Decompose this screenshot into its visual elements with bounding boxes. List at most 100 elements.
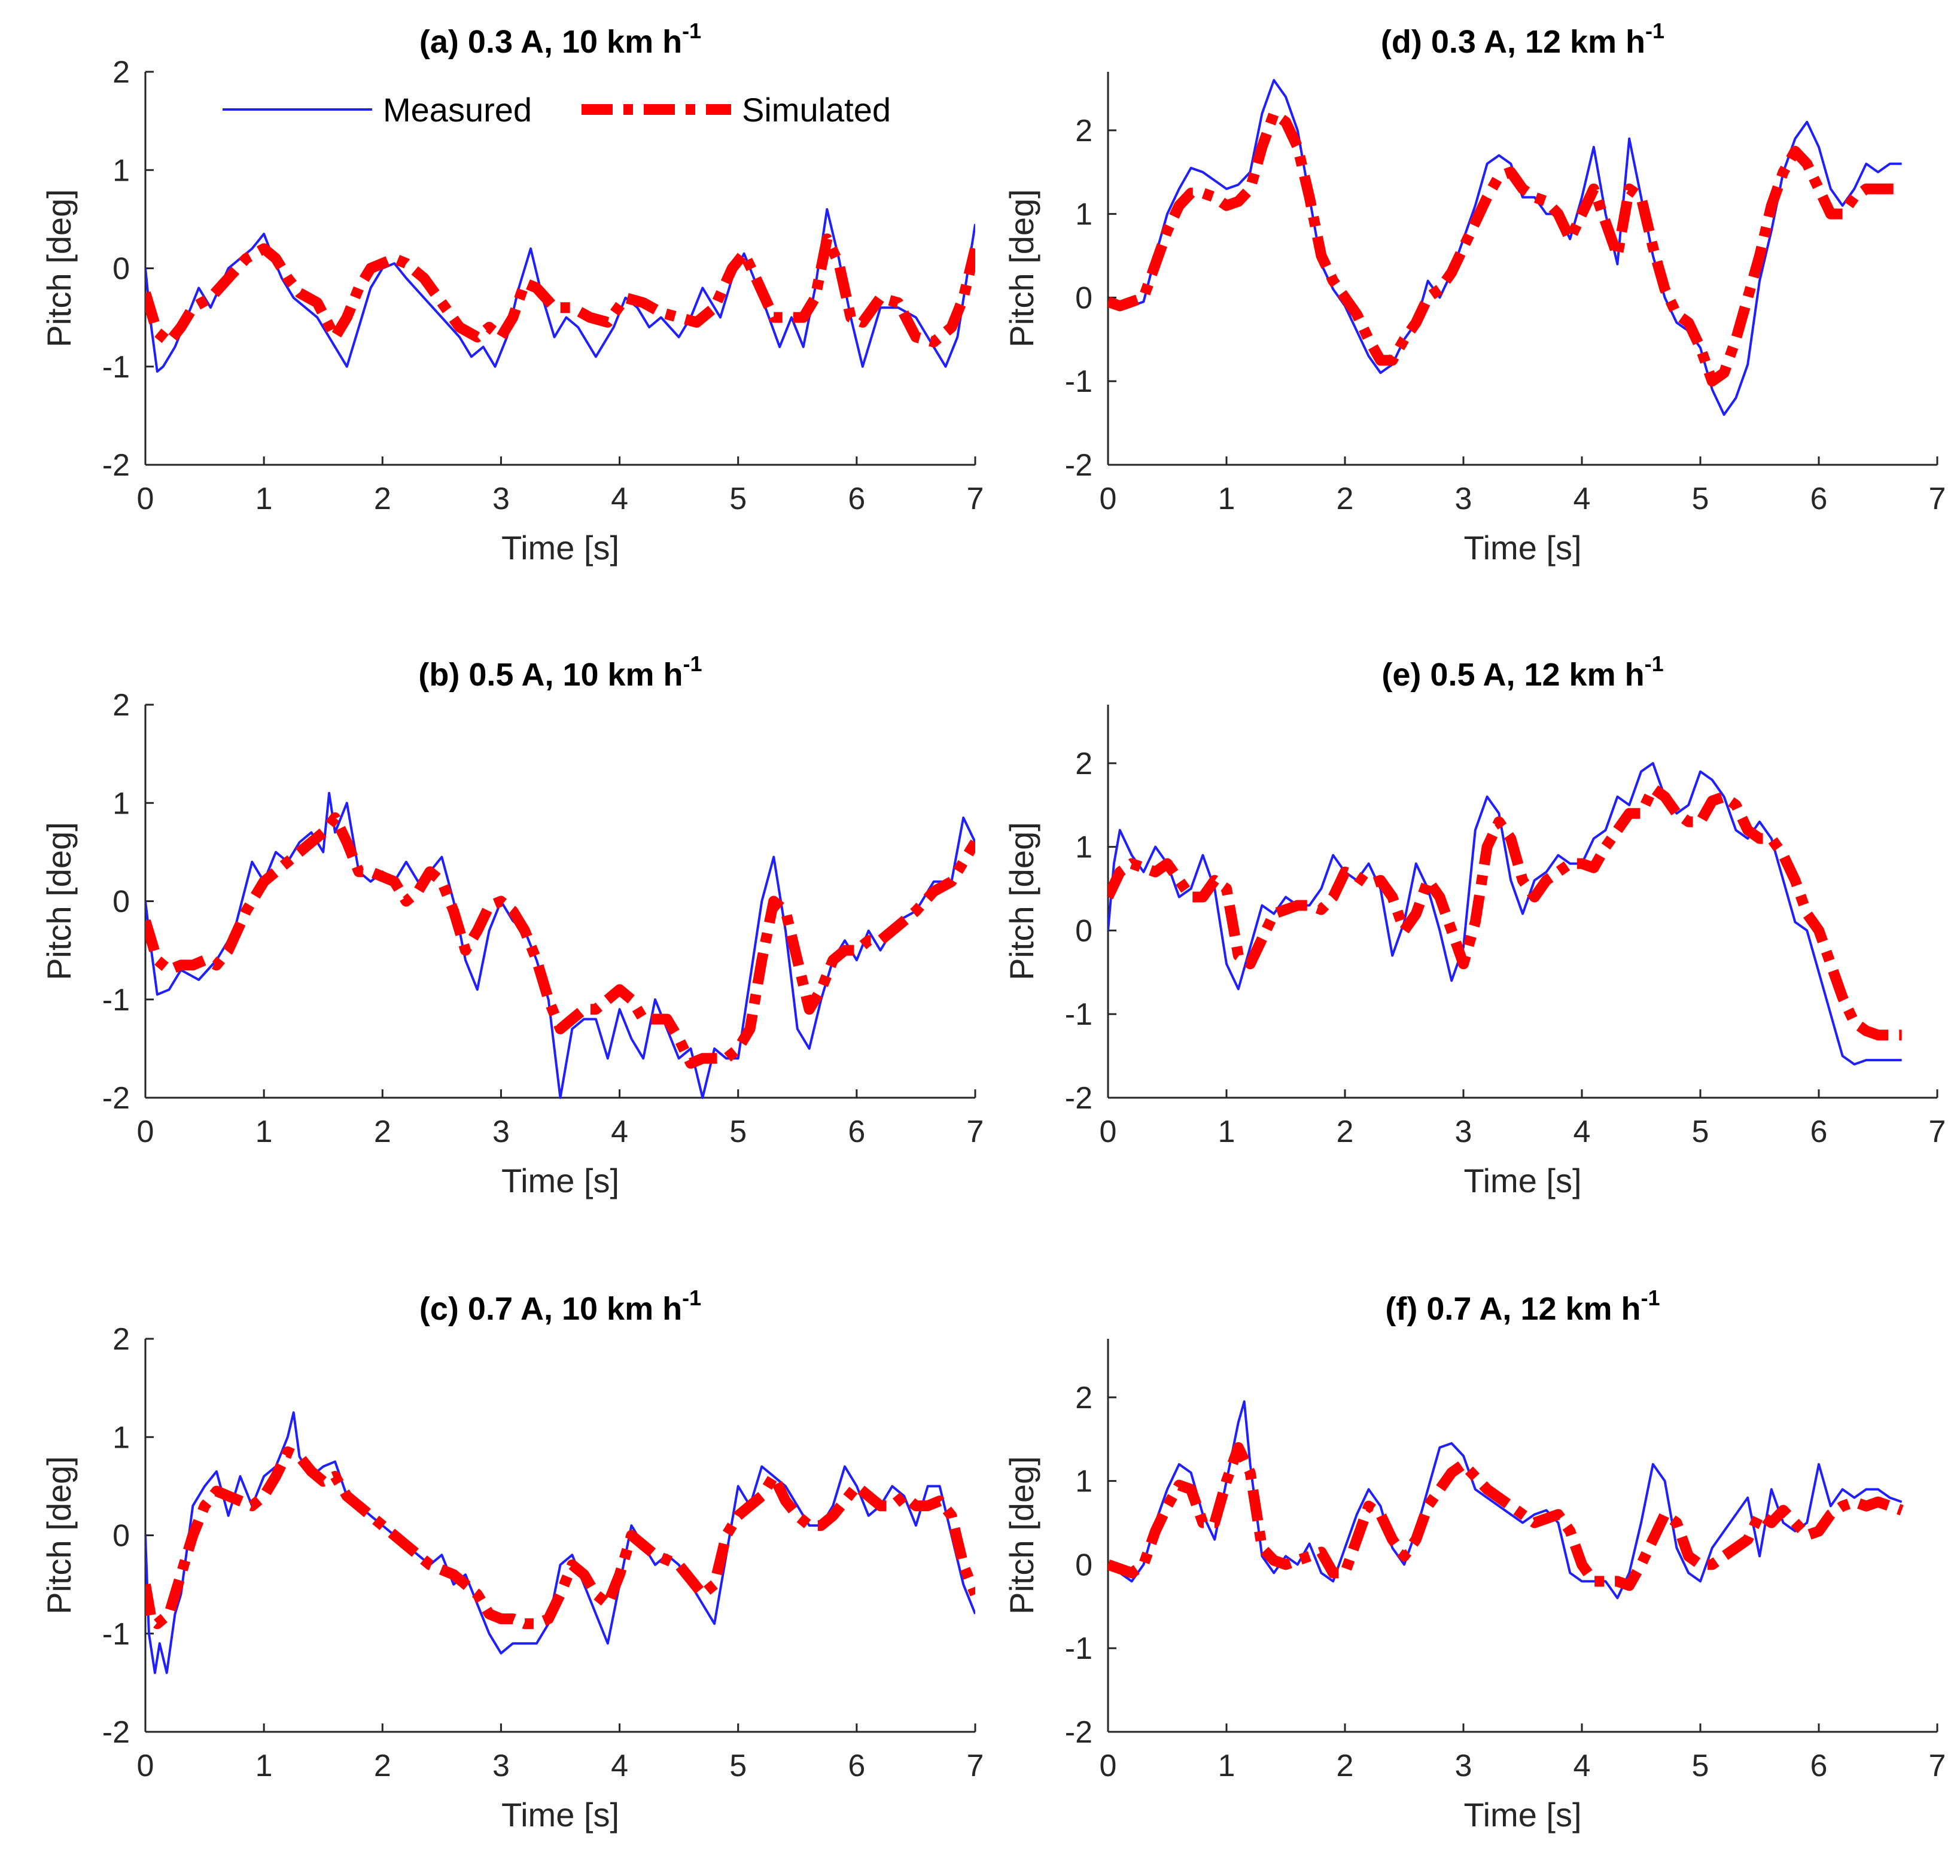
chart-title: (e) 0.5 A, 12 km h-1 [1381,651,1663,693]
chart-panel-e: 0 1 2 3 4 5 6 7 -2 -1 0 1 2 Time [s] Pitch [deg] (e) 0.… [1003,651,1946,1199]
y-tick-label: -2 [102,1715,130,1750]
y-tick-label: 2 [112,688,130,723]
chart-title-text: (d) 0.3 A, 12 km h [1381,24,1645,60]
x-tick-label: 5 [729,482,747,516]
chart-title-superscript: -1 [1645,651,1664,676]
chart-title: (c) 0.7 A, 10 km h-1 [419,1286,701,1327]
y-tick-label: -2 [1065,1715,1092,1750]
y-tick-label: -2 [1065,448,1092,483]
simulated-series-line [145,812,975,1069]
measured-series-line [1108,79,1902,416]
chart-title-superscript: -1 [683,651,702,676]
x-tick-label: 1 [255,482,273,516]
x-tick-label: 3 [492,1749,510,1783]
chart-title: (a) 0.3 A, 10 km h-1 [419,19,701,60]
x-tick-label: 7 [967,1749,984,1783]
y-tick-label: -1 [102,983,130,1018]
x-tick-label: 2 [1337,482,1354,516]
chart-title-superscript: -1 [1645,19,1664,43]
chart-panel-a: 0 1 2 3 4 5 6 7 -2 -1 0 1 2 Time [s] Pitch [deg] (a) 0.… [40,19,984,567]
y-axis-label: Pitch [deg] [40,189,78,348]
chart-title-text: (b) 0.5 A, 10 km h [418,657,683,693]
x-tick-label: 2 [374,1114,391,1149]
y-tick-label: -2 [102,448,130,483]
x-tick-label: 4 [611,482,628,516]
y-tick-label: 0 [1075,281,1092,315]
chart-title: (b) 0.5 A, 10 km h-1 [418,651,702,693]
x-tick-label: 2 [1337,1749,1354,1783]
x-tick-label: 2 [374,1749,391,1783]
x-axis-label: Time [s] [1463,1162,1581,1199]
x-tick-label: 6 [1810,1749,1828,1783]
y-tick-label: -1 [1065,997,1092,1032]
y-tick-label: 0 [112,885,130,919]
x-tick-label: 4 [611,1749,628,1783]
y-tick-label: -1 [102,1617,130,1652]
measured-series-line [1108,762,1902,1066]
x-tick-label: 7 [1929,482,1946,516]
y-tick-label: 2 [1075,1381,1092,1415]
y-tick-label: -2 [1065,1081,1092,1116]
y-tick-label: 1 [1075,197,1092,232]
y-axis-label: Pitch [deg] [1003,189,1040,348]
x-axis-label: Time [s] [501,1162,619,1199]
x-tick-label: 6 [1810,482,1828,516]
x-tick-label: 0 [1100,1114,1117,1149]
x-tick-label: 0 [137,482,154,516]
x-tick-label: 4 [1574,1749,1591,1783]
y-tick-label: 2 [1075,114,1092,148]
chart-panel-c: 0 1 2 3 4 5 6 7 -2 -1 0 1 2 Time [s] Pitch [deg] (c) 0.… [40,1286,984,1834]
x-tick-label: 7 [967,1114,984,1149]
x-tick-label: 5 [729,1114,747,1149]
simulated-series-line [145,233,975,348]
chart-panel-d: 0 1 2 3 4 5 6 7 -2 -1 0 1 2 Time [s] Pitch [deg] (d) 0.… [1003,19,1946,567]
chart-title: (f) 0.7 A, 12 km h-1 [1385,1286,1660,1327]
x-tick-label: 0 [1100,1749,1117,1783]
x-tick-label: 7 [967,482,984,516]
x-tick-label: 4 [611,1114,628,1149]
chart-title: (d) 0.3 A, 12 km h-1 [1381,19,1664,60]
x-tick-label: 4 [1574,1114,1591,1149]
y-tick-label: 1 [112,786,130,821]
legend: Measured Simulated [223,91,891,129]
x-tick-label: 3 [1455,482,1472,516]
chart-title-superscript: -1 [1641,1286,1660,1310]
measured-series-line [1108,1400,1903,1600]
x-tick-label: 3 [1455,1114,1472,1149]
chart-panel-b: 0 1 2 3 4 5 6 7 -2 -1 0 1 2 Time [s] Pitch [deg] (b) 0.… [40,651,984,1199]
x-tick-label: 1 [1218,482,1235,516]
simulated-series-line [145,1446,975,1630]
chart-title-text: (f) 0.7 A, 12 km h [1385,1291,1641,1327]
x-tick-label: 5 [1692,1114,1709,1149]
x-tick-label: 0 [137,1749,154,1783]
x-tick-label: 6 [848,1114,865,1149]
x-tick-label: 3 [492,482,510,516]
y-tick-label: 1 [112,153,130,188]
y-tick-label: -1 [102,350,130,385]
x-tick-label: 4 [1574,482,1591,516]
x-tick-label: 5 [1692,482,1709,516]
chart-title-superscript: -1 [682,19,701,43]
y-axis-label: Pitch [deg] [40,1456,78,1615]
legend-measured-label: Measured [383,91,532,129]
y-axis-label: Pitch [deg] [1003,822,1040,980]
x-tick-label: 5 [1692,1749,1709,1783]
chart-title-text: (a) 0.3 A, 10 km h [419,24,682,60]
measured-series-line [145,791,975,1099]
y-tick-label: -2 [102,1081,130,1116]
x-tick-label: 1 [255,1749,273,1783]
chart-title-text: (c) 0.7 A, 10 km h [419,1291,682,1327]
x-tick-label: 7 [1929,1749,1946,1783]
y-tick-label: 0 [112,252,130,287]
y-tick-label: 2 [1075,747,1092,781]
x-axis-label: Time [s] [501,1796,619,1834]
x-tick-label: 2 [1337,1114,1354,1149]
x-tick-label: 6 [848,482,865,516]
x-tick-label: 3 [492,1114,510,1149]
x-axis-label: Time [s] [1463,1796,1581,1834]
x-tick-label: 5 [729,1749,747,1783]
legend-simulated-label: Simulated [742,91,891,129]
y-tick-label: 1 [112,1420,130,1455]
simulated-series-line [1108,1442,1904,1591]
